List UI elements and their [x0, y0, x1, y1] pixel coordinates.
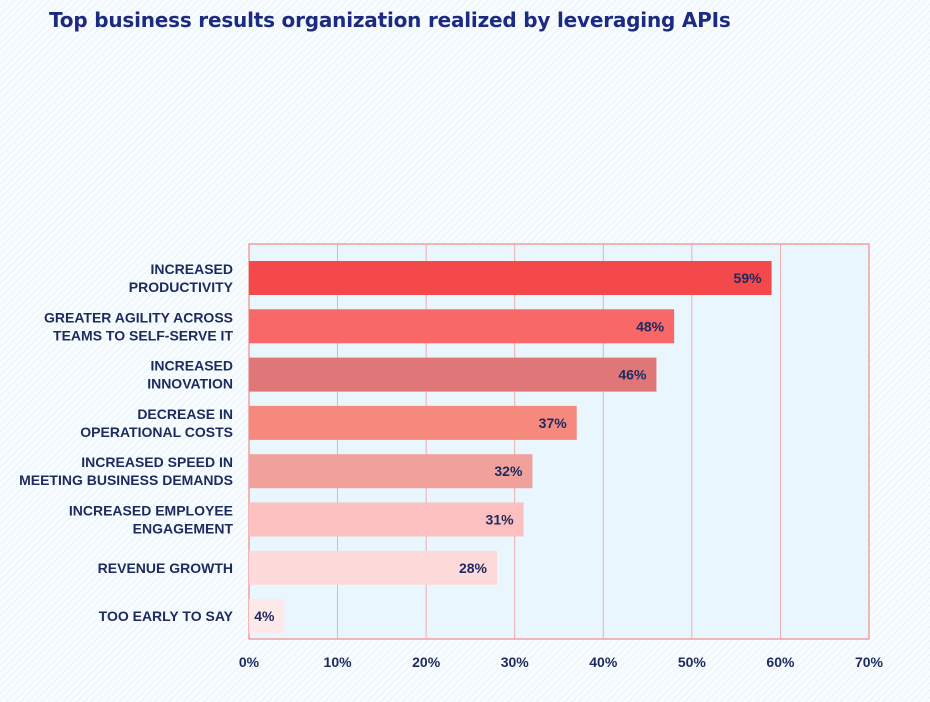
x-tick-label: 70%: [855, 654, 884, 670]
bar: [249, 454, 533, 489]
x-tick-label: 10%: [324, 654, 353, 670]
bar: [249, 405, 577, 440]
x-tick-label: 40%: [589, 654, 618, 670]
bar: [249, 502, 524, 537]
bar: [249, 550, 497, 585]
bar-value-label: 31%: [486, 512, 515, 528]
bar: [249, 261, 772, 295]
bar: [249, 599, 285, 634]
bar: [249, 309, 675, 344]
bar: [249, 357, 657, 392]
bar-value-label: 48%: [636, 318, 665, 334]
category-label: REVENUE GROWTH: [98, 560, 233, 576]
category-label: DECREASE IN OPERATIONAL COSTS: [80, 406, 233, 440]
x-tick-label: 30%: [501, 654, 530, 670]
x-tick-label: 50%: [678, 654, 707, 670]
category-label: INCREASED SPEED IN MEETING BUSINESS DEMAN…: [19, 454, 233, 488]
bar-value-label: 28%: [459, 560, 488, 576]
bar-value-label: 4%: [254, 608, 275, 624]
category-label: INCREASED EMPLOYEE ENGAGEMENT: [69, 503, 234, 537]
category-label: INCREASED PRODUCTIVITY: [129, 261, 234, 295]
bar-value-label: 46%: [618, 367, 647, 383]
bar-value-label: 32%: [494, 463, 523, 479]
category-label: TOO EARLY TO SAY: [99, 608, 234, 624]
x-tick-label: 20%: [412, 654, 441, 670]
bar-value-label: 59%: [734, 270, 763, 286]
x-tick-label: 0%: [239, 654, 260, 670]
category-label: INCREASED INNOVATION: [147, 358, 233, 392]
x-tick-label: 60%: [766, 654, 795, 670]
category-label: GREATER AGILITY ACROSS TEAMS TO SELF-SERV…: [44, 309, 233, 343]
chart-title: Top business results organization realiz…: [49, 8, 731, 32]
bar-value-label: 37%: [539, 415, 568, 431]
